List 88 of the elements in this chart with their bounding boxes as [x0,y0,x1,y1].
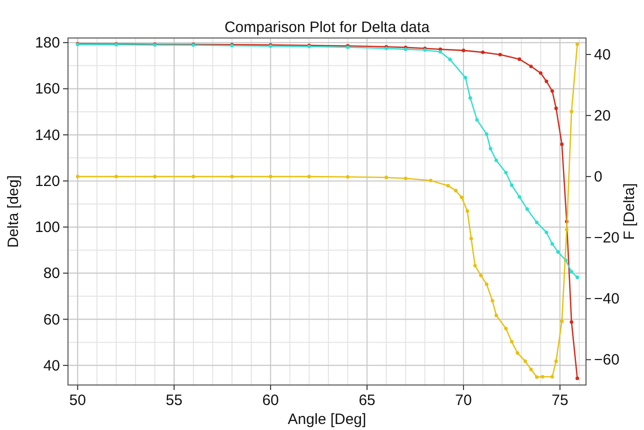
point [462,48,466,52]
point [428,178,432,182]
point [454,188,458,192]
point [475,118,479,122]
point [114,174,118,178]
x-axis-title: Angle [Deg] [288,411,366,428]
point [576,376,580,380]
point [468,96,472,100]
point [560,142,564,146]
point [525,207,529,211]
y2-tick-label: −60 [594,352,620,369]
point [516,351,520,355]
y-tick-label: 40 [43,357,60,374]
point [556,250,560,254]
point [529,368,533,372]
point [473,264,477,268]
point [469,236,473,240]
y2-tick-label: −20 [594,230,620,247]
y-tick-label: 120 [34,172,60,190]
point [504,170,508,174]
point [76,174,80,178]
point [230,174,234,178]
point [554,359,558,363]
point [544,80,548,84]
y-axis-title: Delta [deg] [5,175,22,248]
point [529,64,533,68]
point [550,242,554,246]
point [484,282,488,286]
point [488,146,492,150]
x-tick-label: 65 [358,392,376,409]
x-tick-label: 55 [166,392,182,409]
point [554,106,558,110]
point [570,320,574,324]
point [494,314,498,318]
point [346,175,350,179]
point [192,174,196,178]
y2-axis-title: F [Delta] [621,183,638,240]
point [523,359,528,363]
point [535,375,539,379]
point [481,50,485,54]
point [307,174,311,178]
point [540,374,544,379]
y-tick-label: 160 [34,80,60,98]
point [570,110,574,114]
point [153,174,157,178]
point [550,89,554,93]
point [570,270,574,274]
point [576,42,580,46]
point [518,57,522,61]
y2-tick-label: 40 [594,46,611,64]
x-tick-label: 70 [455,392,472,409]
point [446,184,450,188]
point [504,326,508,330]
point [576,276,580,280]
x-tick-label: 60 [262,392,279,409]
x-tick-label: 75 [552,392,568,409]
y2-tick-label: 0 [594,168,602,186]
chart-title: Comparison Plot for Delta data [224,19,430,36]
point [544,230,548,234]
y2-tick-label: −40 [594,290,620,308]
point [564,228,568,232]
point [538,71,542,75]
point [384,176,388,180]
point [510,340,514,344]
point [518,195,522,199]
point [466,209,470,213]
point [448,58,452,62]
point [404,176,408,180]
y-tick-label: 60 [43,311,60,328]
y-tick-label: 180 [34,34,60,52]
point [535,220,539,224]
point [490,298,494,303]
y2-tick-label: 20 [594,108,611,125]
point [438,50,442,54]
point [494,158,498,162]
point [464,76,468,80]
point [510,183,514,187]
y-tick-label: 80 [43,265,60,282]
point [268,174,272,178]
point [484,132,488,136]
y-tick-label: 140 [34,126,60,144]
point [479,274,483,278]
point [498,52,502,56]
y-tick-label: 100 [34,219,60,236]
x-tick-label: 50 [69,392,86,409]
point [560,319,564,323]
point [460,196,464,200]
point [550,374,554,379]
